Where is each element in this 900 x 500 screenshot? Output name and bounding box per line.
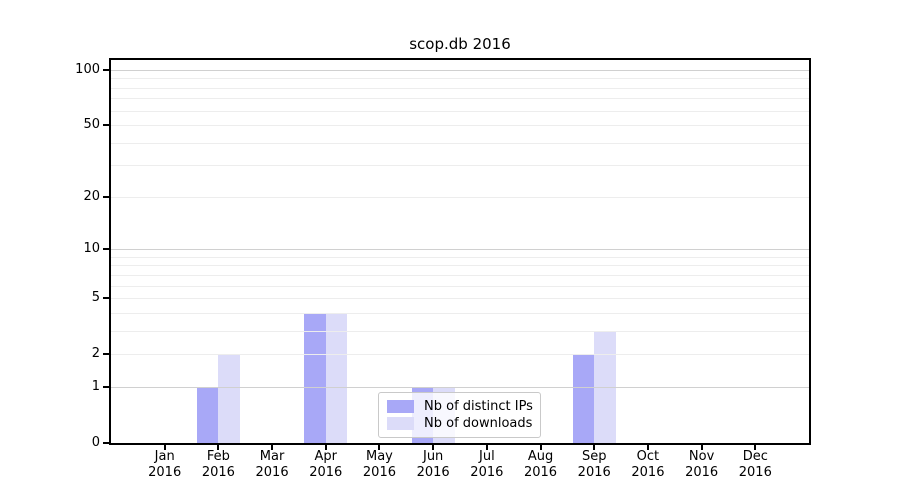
bar-distinct-ips-apr (304, 312, 326, 443)
x-tick-mark (646, 445, 649, 450)
x-tick-year: 2016 (470, 465, 504, 480)
bar-distinct-ips-feb (196, 386, 219, 443)
x-tick-year: 2016 (201, 465, 235, 480)
y-gridline-major (111, 70, 809, 71)
y-gridline-minor (111, 298, 809, 300)
y-tick-label: 2 (91, 346, 100, 362)
bar-distinct-ips-sep (572, 354, 595, 443)
y-gridline-major (111, 249, 809, 251)
x-tick-mark (163, 445, 166, 450)
y-gridline-minor (111, 274, 809, 276)
y-tick-label: 0 (91, 435, 100, 450)
y-tick-mark (103, 442, 109, 444)
x-tick-month: Oct (636, 449, 660, 464)
x-tick-label-jan: Jan 2016 (133, 449, 197, 481)
y-tick-label: 100 (75, 62, 100, 77)
y-tick-mark (103, 297, 109, 300)
y-gridline-major (111, 386, 809, 388)
y-gridline-minor (111, 330, 809, 332)
y-tick-label: 5 (91, 290, 100, 306)
x-tick-month: Jun (422, 449, 444, 464)
x-tick-month: Apr (314, 449, 338, 464)
x-tick-month: Jan (154, 449, 175, 464)
y-gridline-minor (111, 256, 809, 258)
y-tick-mark (103, 124, 109, 127)
y-tick-label: 10 (83, 241, 100, 257)
x-tick-mark (324, 445, 327, 450)
y-gridline-minor (111, 312, 809, 314)
legend-row-downloads: Nb of downloads (387, 416, 532, 431)
x-tick-mark (485, 445, 488, 450)
legend-label-downloads: Nb of downloads (424, 416, 533, 431)
bar-downloads-feb (218, 354, 240, 443)
x-tick-mark (378, 445, 381, 450)
x-tick-label-oct: Oct 2016 (616, 449, 680, 481)
x-tick-month: Sep (581, 449, 607, 464)
legend-swatch-distinct-ips (387, 400, 414, 413)
y-tick-mark (103, 353, 109, 356)
legend: Nb of distinct IPs Nb of downloads (378, 392, 541, 438)
legend-swatch-downloads (387, 417, 414, 430)
y-tick-label: 20 (83, 188, 100, 204)
x-tick-year: 2016 (255, 465, 289, 480)
x-tick-month: Dec (742, 449, 768, 464)
x-tick-label-aug: Aug 2016 (509, 449, 573, 481)
x-tick-year: 2016 (738, 465, 772, 480)
y-gridline-minor (111, 354, 809, 356)
y-tick-label: 50 (83, 117, 100, 133)
x-tick-label-apr: Apr 2016 (294, 449, 358, 481)
y-tick-mark (103, 248, 109, 251)
x-tick-label-sep: Sep 2016 (562, 449, 626, 481)
bar-downloads-apr (325, 312, 348, 443)
x-tick-year: 2016 (148, 465, 182, 480)
x-tick-mark (593, 445, 596, 450)
legend-label-distinct-ips: Nb of distinct IPs (424, 399, 533, 414)
x-tick-label-jun: Jun 2016 (401, 449, 465, 481)
x-tick-label-jul: Jul 2016 (455, 449, 519, 481)
y-gridline-minor (111, 285, 809, 287)
x-tick-mark (432, 445, 435, 450)
x-tick-mark (271, 445, 274, 450)
x-tick-month: Mar (259, 449, 285, 464)
x-tick-mark (217, 445, 220, 450)
x-tick-year: 2016 (416, 465, 450, 480)
y-tick-mark (103, 385, 109, 388)
legend-row-distinct-ips: Nb of distinct IPs (387, 399, 533, 414)
x-tick-year: 2016 (523, 465, 558, 480)
x-tick-year: 2016 (631, 465, 665, 480)
y-tick-mark (103, 69, 109, 71)
chart-title: scop.db 2016 (409, 35, 511, 53)
x-tick-month: Nov (688, 449, 715, 464)
y-gridline-minor (111, 265, 809, 267)
x-tick-label-may: May 2016 (347, 449, 411, 481)
y-gridline-minor (111, 125, 809, 127)
y-gridline-minor (111, 110, 809, 112)
plot-inner (111, 60, 809, 443)
y-tick-label: 1 (91, 378, 100, 394)
y-tick-mark (103, 195, 109, 198)
x-tick-year: 2016 (577, 465, 611, 480)
y-gridline-minor (111, 98, 809, 100)
y-gridline-minor (111, 87, 809, 89)
x-tick-month: Aug (527, 449, 554, 464)
y-gridline-minor (111, 196, 809, 198)
x-tick-label-mar: Mar 2016 (240, 449, 304, 481)
x-tick-label-nov: Nov 2016 (670, 449, 734, 481)
x-tick-mark (754, 445, 757, 450)
x-tick-mark (539, 445, 542, 450)
x-tick-mark (700, 445, 703, 450)
y-gridline-minor (111, 142, 809, 144)
plot-area (109, 58, 811, 445)
x-tick-year: 2016 (362, 465, 396, 480)
x-tick-month: May (366, 449, 393, 464)
x-tick-year: 2016 (309, 465, 343, 480)
x-tick-month: Jul (479, 449, 495, 464)
x-tick-label-feb: Feb 2016 (186, 449, 250, 481)
y-gridline-minor (111, 78, 809, 80)
x-tick-month: Feb (206, 449, 230, 464)
x-tick-label-dec: Dec 2016 (723, 449, 787, 481)
y-gridline-minor (111, 165, 809, 167)
x-tick-year: 2016 (685, 465, 719, 480)
